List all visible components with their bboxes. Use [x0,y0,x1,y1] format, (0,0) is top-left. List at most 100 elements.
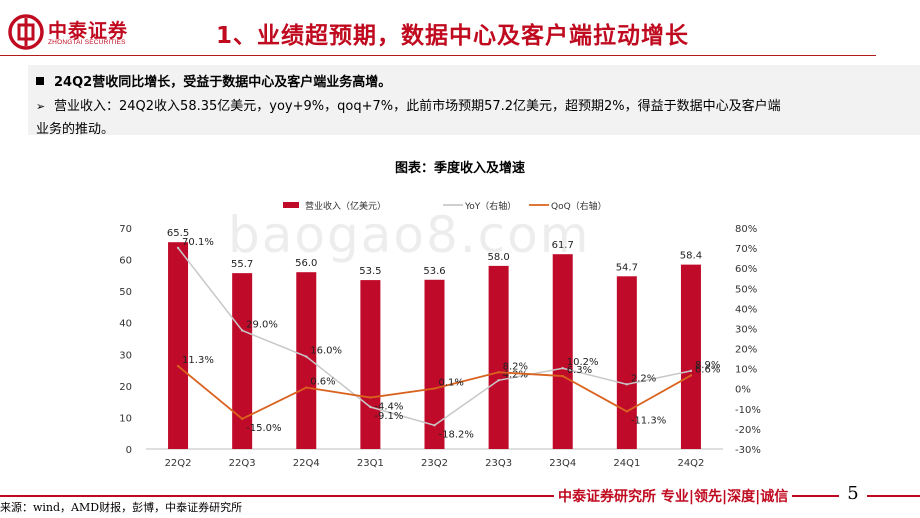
yoy-value-label: 4.2% [503,369,528,380]
yoy-value-label: 70.1% [182,237,214,248]
bar-value-label: 65.5 [167,228,189,239]
yoy-value-label: 10.2% [567,357,599,368]
bar-value-label: 55.7 [231,259,253,270]
y-right-tick-label: -30% [735,445,761,456]
y-right-tick-label: 0% [735,385,751,396]
y-right-tick-label: -10% [735,405,761,416]
x-category-label: 22Q3 [229,458,256,469]
title-divider [0,55,876,56]
revenue-bar [232,273,253,449]
summary-headline-text: 24Q2营收同比增长，受益于数据中心及客户端业务高增。 [54,75,392,90]
qoq-point [176,364,180,368]
footer-brand: 中泰证券研究所 专业|领先|深度|诚信 [554,486,793,506]
bar-value-label: 53.6 [423,266,445,277]
qoq-point [561,374,564,378]
y-right-tick-label: 50% [735,284,757,295]
y-left-tick-label: 0 [126,445,132,456]
qoq-point [240,417,244,421]
footer-divider [0,495,920,497]
yoy-point [625,383,629,386]
y-left-tick-label: 10 [119,413,132,424]
yoy-value-label: -9.1% [374,411,403,422]
y-right-tick-label: 30% [735,324,757,335]
revenue-growth-chart: 0 10 20 30 40 50 60 70 -30% -20% -10% 0% 10% 20% 30% 40… [119,200,761,469]
y-right-tick-label: 20% [735,345,757,356]
chart-caption: 图表：季度收入及增速 [394,161,525,176]
revenue-bar [680,264,701,449]
x-category-label: 23Q1 [357,458,384,469]
y-left-tick-label: 20 [119,382,132,393]
summary-detail-text: 营业收入：24Q2收入58.35亿美元，yoy+9%，qoq+7%，此前市场预期… [54,99,781,114]
revenue-bar [424,279,445,449]
qoq-value-label: 6.6% [695,364,720,375]
qoq-point [433,387,436,390]
x-category-label: 22Q4 [293,458,320,469]
yoy-value-label: -18.2% [439,429,474,440]
y-left-tick-label: 40 [119,319,132,330]
yoy-point [433,424,436,427]
logo-text: 中泰证券 [48,20,129,42]
yoy-value-label: 29.0% [246,319,278,330]
yoy-value-label: 16.0% [310,346,342,357]
summary-detail-continuation: 业务的推动。 [36,122,115,137]
logo-mark-icon [8,14,44,50]
yoy-point [689,369,693,373]
yoy-point [497,379,500,382]
page-title: 1、业绩超预期，数据中心及客户端拉动增长 [216,23,690,49]
qoq-value-label: 0.1% [439,378,464,389]
yoy-point [561,367,564,370]
revenue-bar [616,276,637,449]
legend-label: QoQ（右轴） [551,200,607,212]
revenue-bar [488,265,509,449]
revenue-bar [360,280,381,449]
y-right-tick-label: 10% [735,365,757,376]
y-left-tick-label: 50 [119,287,132,298]
x-category-label: 22Q2 [165,458,192,469]
qoq-value-label: 0.6% [310,377,335,388]
legend-label: 营业收入（亿美元） [305,200,386,212]
y-left-tick-label: 70 [119,224,132,235]
page-number: 5 [839,483,867,504]
qoq-value-label: -4.4% [374,402,403,413]
summary-detail: ➢ 营业收入：24Q2收入58.35亿美元，yoy+9%，qoq+7%，此前市场预… [36,95,781,114]
revenue-bar [552,254,573,449]
revenue-bar [168,242,189,449]
yoy-point [305,355,308,358]
bar-value-label: 56.0 [295,258,317,269]
qoq-point [305,386,308,389]
y-right-tick-label: 80% [735,224,757,235]
qoq-point [689,374,693,377]
logo-english-text: ZHONGTAI SECURITIES [48,39,126,46]
company-logo: 中泰证券 ZHONGTAI SECURITIES [8,14,148,50]
x-category-label: 24Q2 [677,458,704,469]
y-left-tick-label: 60 [119,256,132,267]
legend-swatch-revenue [283,202,299,208]
legend-label: YoY（右轴） [464,200,516,212]
y-right-tick-label: 60% [735,264,757,275]
yoy-point [176,246,180,250]
qoq-value-label: 6.3% [567,365,592,376]
bar-value-label: 58.4 [680,251,702,262]
yoy-point [369,405,372,409]
x-category-label: 23Q4 [549,458,576,469]
bar-value-label: 53.5 [359,266,381,277]
summary-headline: 24Q2营收同比增长，受益于数据中心及客户端业务高增。 [36,71,391,90]
arrow-bullet-icon: ➢ [36,100,46,113]
qoq-value-label: 11.3% [182,355,214,366]
yoy-value-label: 8.9% [695,360,720,371]
yoy-value-label: 2.2% [631,373,656,384]
y-right-tick-label: -20% [735,425,761,436]
square-bullet-icon [36,77,44,85]
qoq-value-label: 8.2% [503,361,528,372]
qoq-point [497,371,500,374]
source-note: 来源：wind，AMD财报，彭博，中泰证券研究所 [0,501,243,514]
qoq-point [625,410,629,413]
y-right-tick-label: 40% [735,304,757,315]
revenue-bar [296,272,317,449]
yoy-point [240,329,244,332]
bar-value-label: 61.7 [552,240,574,251]
x-category-label: 23Q3 [485,458,512,469]
y-right-tick-label: 70% [735,244,757,255]
summary-box: 24Q2营收同比增长，受益于数据中心及客户端业务高增。 ➢ 营业收入：24Q2收入… [28,65,920,137]
qoq-value-label: -15.0% [246,423,281,434]
